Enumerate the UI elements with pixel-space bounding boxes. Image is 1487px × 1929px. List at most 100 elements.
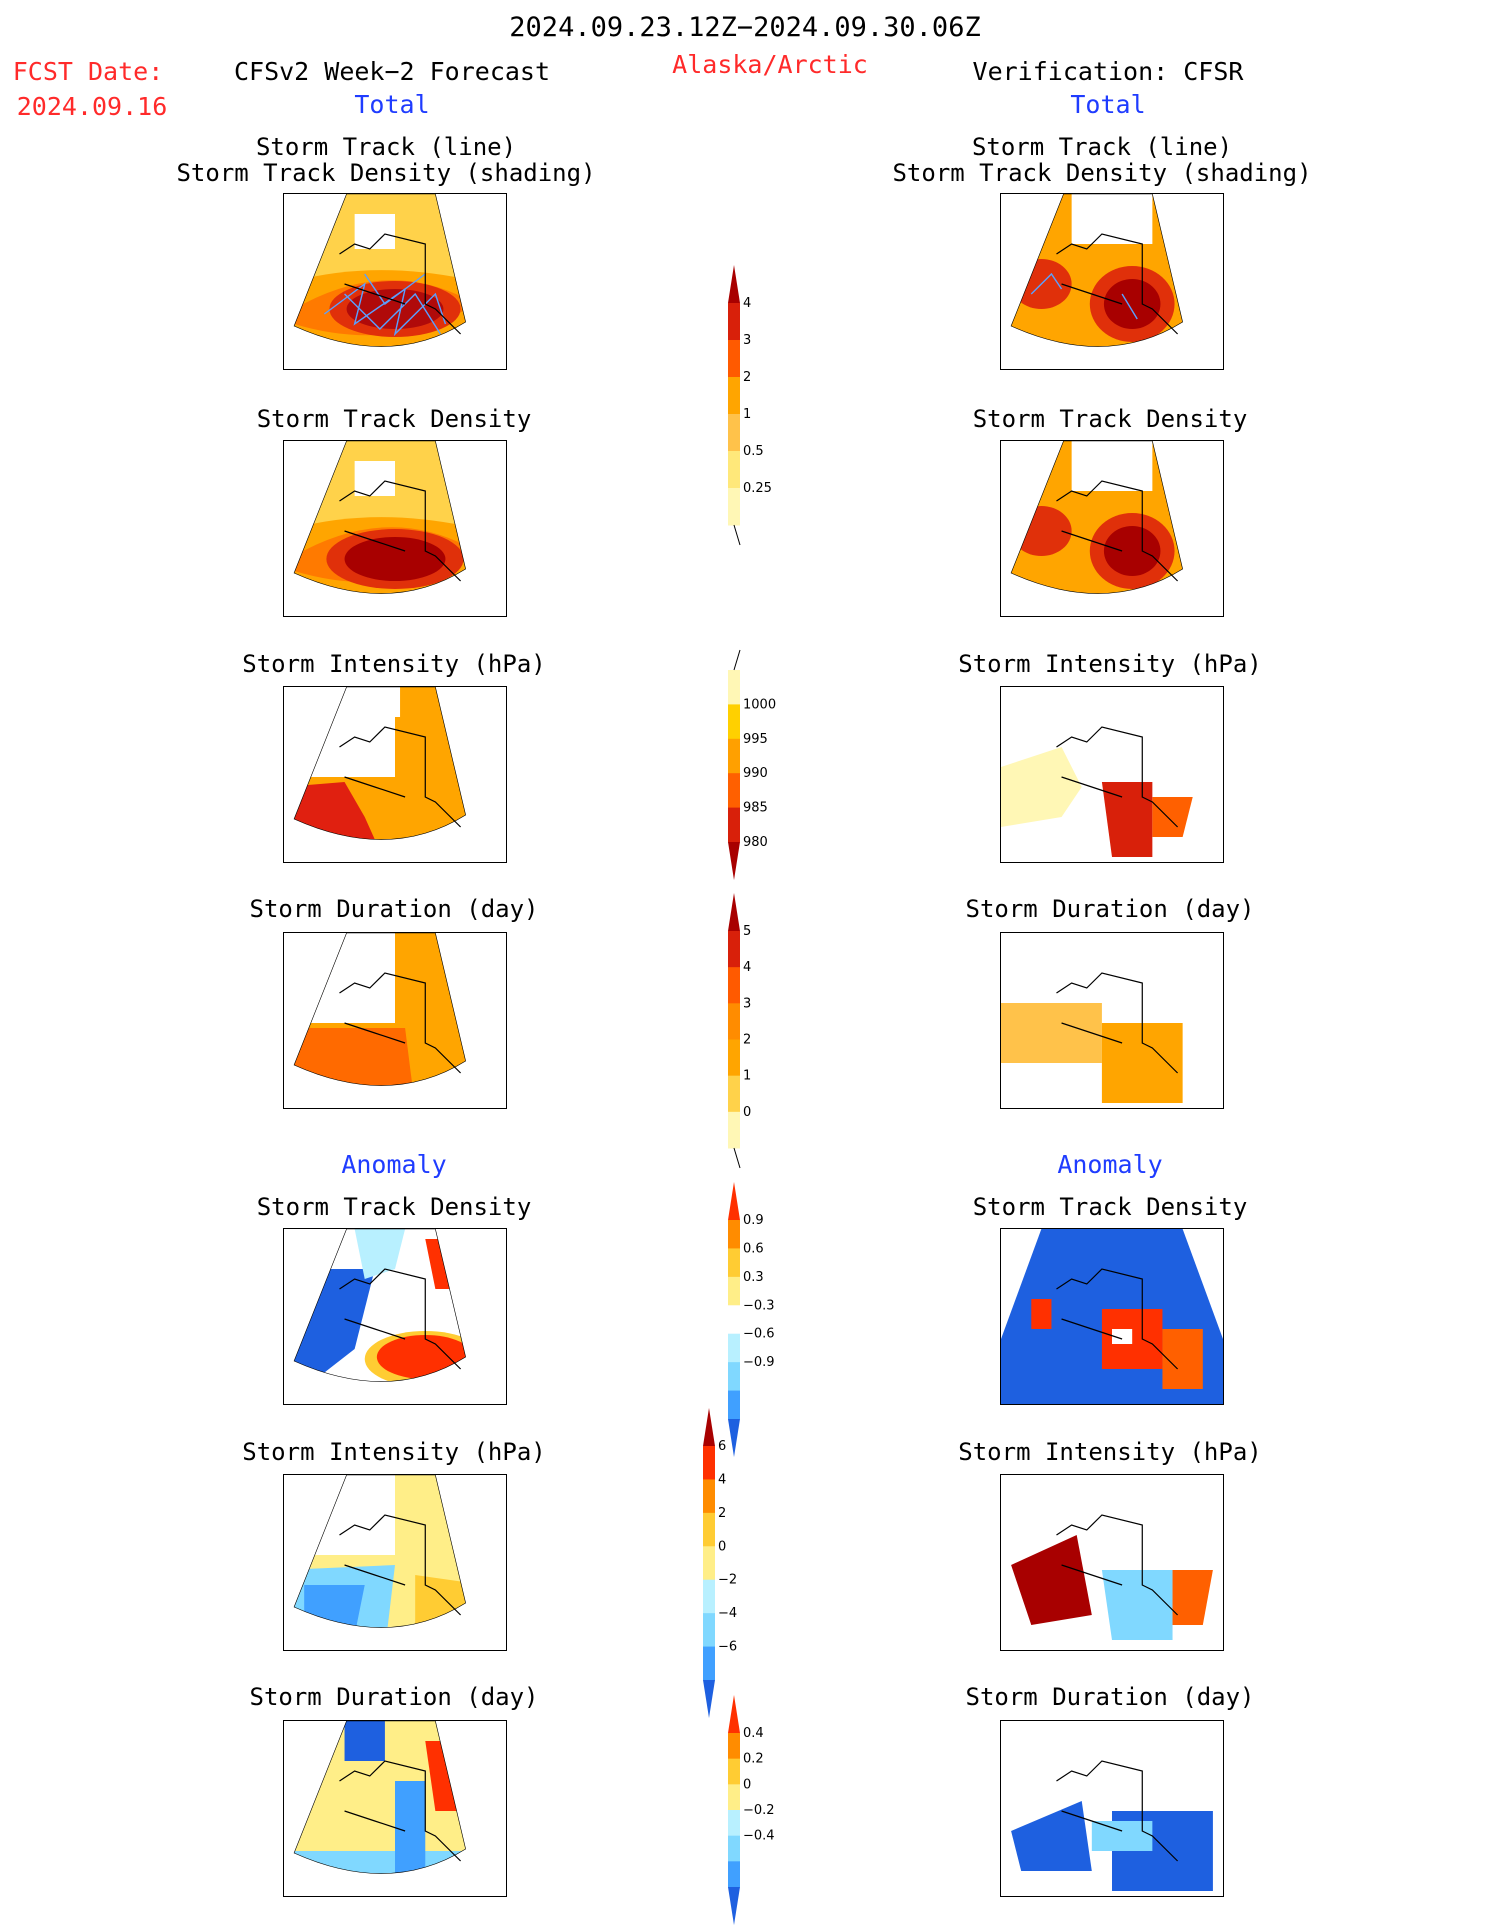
duration_anom-tick-label: 0.2	[743, 1752, 764, 1767]
left-track-shading-title: Storm Track Density (shading)	[176, 159, 596, 187]
density_anom-segment	[728, 1305, 740, 1335]
left-anom-duration-title: Storm Duration (day)	[249, 1683, 539, 1711]
duration_total-tick-label: 5	[743, 924, 751, 939]
duration_anom-segment	[728, 1784, 740, 1811]
intensity_anom-segment	[703, 1479, 715, 1514]
duration_total-segment	[728, 931, 740, 968]
duration_anom-tick-label: −0.2	[743, 1803, 775, 1818]
duration_anom-segment	[728, 1835, 740, 1862]
duration_total-segment	[728, 1075, 740, 1113]
intensity_anom-segment	[703, 1613, 715, 1648]
left-anom-intensity-title: Storm Intensity (hPa)	[242, 1438, 546, 1466]
intensity_anom-tick-label: 0	[718, 1539, 726, 1554]
right-density-title: Storm Track Density	[972, 405, 1248, 433]
density_anom-tick-label: 0.6	[743, 1241, 764, 1256]
density_anom-tick-label: −0.9	[743, 1355, 775, 1370]
right-total-label: Total	[1070, 90, 1146, 119]
density_anom-segment	[728, 1276, 740, 1306]
intensity_total-tick-label: 980	[743, 835, 768, 850]
map-right-intensity	[1000, 686, 1224, 863]
map-left-anom-duration	[283, 1720, 507, 1897]
intensity_total-arrow-bottom	[728, 842, 740, 880]
density_anom-tick-label: 0.9	[743, 1213, 764, 1228]
density_total-tail	[733, 524, 741, 546]
intensity_anom-arrow-bottom	[703, 1680, 715, 1718]
duration_total-tick-label: 3	[743, 996, 751, 1011]
density_anom-tick-label: −0.3	[743, 1298, 775, 1313]
map-left-intensity	[283, 686, 507, 863]
intensity_total-segment	[728, 773, 740, 809]
intensity_total-tick-label: 1000	[743, 697, 776, 712]
intensity_total-segment	[728, 738, 740, 774]
map-right-duration	[1000, 932, 1224, 1109]
colorbar-duration-total: 5 4 3 2 1 0	[728, 893, 798, 1172]
intensity_total-tick-label: 985	[743, 801, 768, 816]
colorbar-intensity-total: 1000 995 990 985 980	[728, 649, 798, 884]
map-right-anom-intensity	[1000, 1474, 1224, 1651]
duration_total-tail	[733, 1147, 741, 1169]
region-label: Alaska/Arctic	[672, 50, 868, 79]
duration_total-segment	[728, 1003, 740, 1040]
colorbar-intensity-anom: 6 4 2 0 −2 −4 −6	[703, 1408, 773, 1722]
duration_total-tick-label: 1	[743, 1069, 751, 1084]
colorbar-density-anom: 0.9 0.6 0.3 −0.3 −0.6 −0.9	[728, 1182, 798, 1461]
colorbar-density-total: 4 3 2 1 0.5 0.25	[728, 265, 798, 549]
duration_anom-segment	[728, 1861, 740, 1888]
intensity_anom-segment	[703, 1512, 715, 1547]
duration_anom-tick-label: −0.4	[743, 1829, 775, 1844]
colorbar-duration-anom: 0.4 0.2 0 −0.2 −0.4	[728, 1695, 798, 1929]
right-anomaly-label: Anomaly	[1057, 1150, 1163, 1179]
density_total-tick-label: 3	[743, 333, 751, 348]
intensity_anom-tick-label: −4	[718, 1606, 737, 1621]
fcst-date-label: FCST Date:	[12, 57, 164, 86]
duration_total-segment	[728, 1039, 740, 1077]
intensity_total-segment	[728, 670, 740, 705]
intensity_anom-segment	[703, 1579, 715, 1614]
map-right-density	[1000, 440, 1224, 617]
map-right-track-line	[1000, 193, 1224, 370]
map-left-anom-intensity	[283, 1474, 507, 1651]
left-model-title: CFSv2 Week−2 Forecast	[233, 57, 551, 86]
density_anom-segment	[728, 1248, 740, 1278]
intensity_total-tick-label: 990	[743, 766, 768, 781]
density_anom-arrow-top	[728, 1182, 740, 1220]
density_total-segment	[728, 340, 740, 378]
intensity_total-segment	[728, 807, 740, 843]
density_total-segment	[728, 414, 740, 452]
duration_total-svg: 5 4 3 2 1 0	[728, 893, 751, 1169]
intensity_anom-segment	[703, 1446, 715, 1480]
left-track-line-title: Storm Track (line)	[255, 133, 517, 161]
density_total-segment	[728, 303, 740, 341]
density_total-tick-label: 0.25	[743, 481, 772, 496]
left-anom-density-title: Storm Track Density	[256, 1193, 532, 1221]
duration_total-segment	[728, 1111, 740, 1149]
intensity_total-tick-label: 995	[743, 732, 768, 747]
density_total-tick-label: 1	[743, 407, 751, 422]
density_total-tick-label: 0.5	[743, 444, 764, 459]
duration_anom-tick-label: 0	[743, 1777, 751, 1792]
map-left-anom-density	[283, 1228, 507, 1405]
density_total-tick-label: 4	[743, 296, 751, 311]
density_total-arrow-top	[728, 265, 740, 303]
intensity_anom-arrow-top	[703, 1408, 715, 1446]
density_anom-tick-label: −0.6	[743, 1327, 775, 1342]
left-intensity-title: Storm Intensity (hPa)	[242, 650, 546, 678]
density_total-segment	[728, 377, 740, 415]
duration_total-segment	[728, 967, 740, 1004]
duration_total-tick-label: 4	[743, 960, 751, 975]
intensity_anom-segment	[703, 1646, 715, 1681]
right-intensity-title: Storm Intensity (hPa)	[958, 650, 1262, 678]
density_anom-segment	[728, 1333, 740, 1363]
density_total-segment	[728, 451, 740, 489]
duration_anom-arrow-bottom	[728, 1887, 740, 1925]
intensity_anom-tick-label: 6	[718, 1439, 726, 1454]
duration_anom-segment	[728, 1733, 740, 1760]
intensity_anom-tick-label: −6	[718, 1640, 737, 1655]
map-right-anom-duration	[1000, 1720, 1224, 1897]
duration_total-arrow-top	[728, 893, 740, 931]
density_anom-segment	[728, 1220, 740, 1249]
density_anom-arrow-bottom	[728, 1419, 740, 1457]
density_anom-tick-label: 0.3	[743, 1270, 764, 1285]
map-left-duration	[283, 932, 507, 1109]
left-density-title: Storm Track Density	[256, 405, 532, 433]
